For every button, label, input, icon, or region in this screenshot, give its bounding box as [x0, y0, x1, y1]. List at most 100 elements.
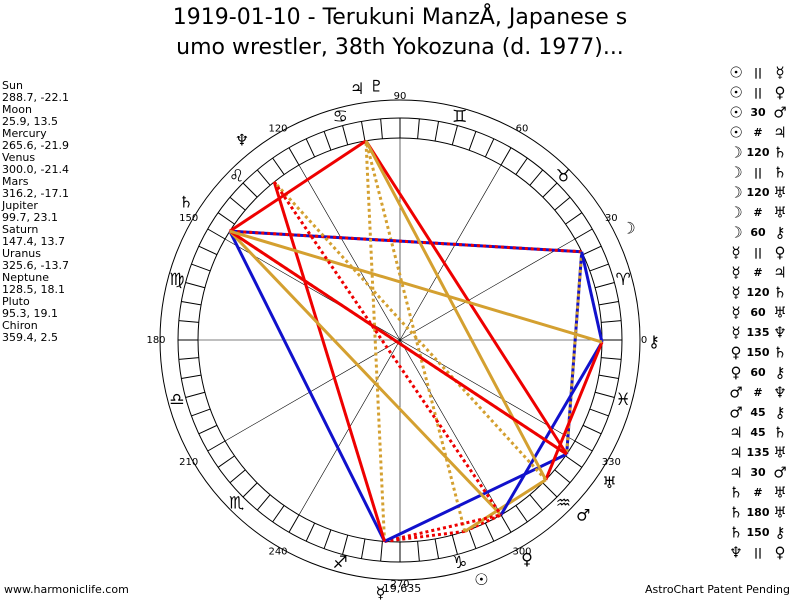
aspect-line [229, 229, 582, 254]
band-tick [342, 125, 349, 146]
planet-coords: 316.2, -17.1 [2, 187, 69, 200]
planet-glyph: ♀ [521, 549, 533, 568]
aspect-line [580, 251, 604, 343]
spoke [298, 164, 401, 341]
band-tick [434, 121, 440, 142]
aspect-type: 120 [747, 146, 770, 159]
aspect-type: 30 [750, 466, 766, 479]
aspect-planet: ☿ [731, 284, 740, 302]
planet-glyph: ♄ [179, 193, 193, 212]
aspect-type: # [753, 386, 762, 399]
aspect-line [273, 181, 503, 516]
aspect-line [364, 140, 568, 455]
spoke [224, 339, 401, 442]
footer-link[interactable]: www.harmoniclife.com [4, 583, 129, 596]
aspect-line [228, 139, 367, 233]
band-tick [515, 157, 528, 175]
aspect-planet: ⚷ [775, 524, 786, 542]
band-tick [380, 118, 383, 139]
aspect-planet: ♄ [773, 144, 786, 162]
aspect-planet: ♃ [729, 464, 742, 482]
band-tick [256, 494, 271, 511]
band-tick [601, 357, 622, 360]
band-tick [500, 514, 512, 533]
planet-name: Chiron [2, 319, 38, 332]
band-tick [582, 245, 602, 256]
planet-name: Mercury [2, 127, 47, 140]
planet-glyph: ☉ [474, 570, 488, 589]
planet-glyph: ♂ [576, 505, 590, 524]
aspect-planet: ♀ [775, 84, 786, 102]
sign-glyph: ♑ [452, 553, 467, 573]
band-tick [594, 391, 615, 398]
aspect-type: 150 [747, 526, 770, 539]
aspect-planet: ♃ [729, 444, 742, 462]
aspect-planet: ☽ [729, 144, 742, 162]
aspect-planet: ☿ [731, 264, 740, 282]
aspect-type: || [754, 166, 762, 179]
aspect-planet: ♂ [729, 384, 742, 402]
aspect-type: # [753, 126, 762, 139]
degree-label: 240 [268, 546, 287, 557]
sign-glyph: ♓ [616, 390, 631, 410]
aspect-planet: ⚷ [775, 364, 786, 382]
aspect-planet: ☿ [731, 244, 740, 262]
aspect-line [273, 180, 547, 481]
sign-glyph: ♎ [169, 390, 184, 410]
band-tick [598, 374, 619, 380]
band-tick [601, 320, 622, 323]
band-tick [185, 391, 206, 398]
band-tick [589, 263, 609, 272]
band-tick [185, 282, 206, 289]
degree-label: 210 [179, 457, 198, 468]
aspect-planet: ☽ [729, 164, 742, 182]
aspect-planet: ♀ [731, 344, 742, 362]
band-tick [181, 374, 202, 380]
band-tick [542, 182, 558, 198]
band-tick [288, 514, 300, 533]
sign-glyph: ♉ [556, 167, 571, 187]
sign-glyph: ♍ [169, 270, 184, 290]
footer-note: AstroChart Patent Pending [645, 583, 790, 596]
spoke [399, 164, 502, 341]
aspect-type: || [754, 546, 762, 559]
aspect-planet: ☉ [729, 104, 742, 122]
aspect-line [384, 513, 502, 543]
band-tick [500, 147, 512, 166]
aspect-planet: ♄ [773, 344, 786, 362]
planet-name: Venus [2, 151, 35, 164]
aspect-planet: ♆ [773, 384, 786, 402]
band-tick [229, 196, 246, 211]
aspect-line [229, 229, 603, 344]
planet-name: Mars [2, 175, 29, 188]
band-tick [484, 522, 495, 542]
band-tick [207, 228, 226, 240]
band-tick [272, 505, 285, 523]
planet-coords: 288.7, -22.1 [2, 91, 69, 104]
sign-glyph: ♐ [333, 553, 348, 573]
planet-name: Uranus [2, 247, 41, 260]
band-tick [598, 300, 619, 306]
aspect-planet: ♄ [773, 424, 786, 442]
planet-coords: 95.3, 19.1 [2, 307, 58, 320]
planet-glyph: ♆ [235, 131, 249, 150]
aspect-type: 60 [750, 366, 766, 379]
degree-label: 180 [146, 335, 165, 346]
degree-label: 150 [179, 213, 198, 224]
band-tick [256, 169, 271, 186]
aspect-planet: ♅ [773, 504, 786, 522]
band-tick [574, 440, 593, 452]
aspect-planet: ♅ [773, 484, 786, 502]
band-tick [207, 440, 226, 452]
band-tick [323, 529, 332, 549]
aspect-planet: ♃ [773, 124, 786, 142]
title: 1919-01-10 - Terukuni ManzÅ, Japanese s [173, 3, 627, 30]
band-tick [178, 357, 199, 360]
band-tick [242, 482, 258, 498]
band-tick [181, 300, 202, 306]
band-tick [574, 228, 593, 240]
aspect-planet: ☿ [731, 304, 740, 322]
band-tick [288, 147, 300, 166]
aspect-type: 60 [750, 306, 766, 319]
band-tick [468, 131, 477, 151]
